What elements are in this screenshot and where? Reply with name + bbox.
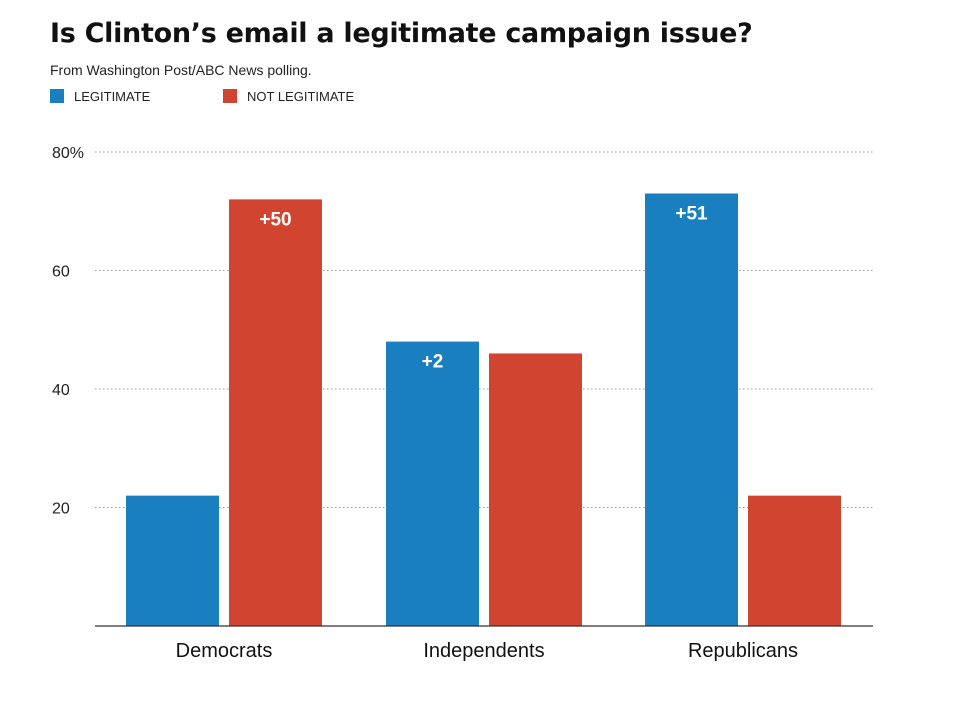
legend-swatch-legitimate — [50, 89, 64, 103]
bar-democrats-not-legitimate — [229, 199, 322, 626]
annotation-independents: +2 — [422, 352, 444, 373]
y-tick-label-20: 20 — [52, 501, 70, 518]
x-tick-label-republicans: Republicans — [688, 640, 798, 662]
legend-label-legitimate: LEGITIMATE — [74, 89, 151, 104]
x-tick-label-democrats: Democrats — [176, 640, 273, 662]
y-tick-label-80: 80% — [52, 145, 84, 162]
bar-republicans-legitimate — [645, 193, 738, 626]
legend-swatch-not-legitimate — [223, 89, 237, 103]
x-tick-label-independents: Independents — [423, 640, 544, 662]
legend-item-legitimate: LEGITIMATE — [50, 89, 150, 105]
legend-label-not-legitimate: NOT LEGITIMATE — [247, 89, 355, 104]
chart-title: Is Clinton’s email a legitimate campaign… — [50, 18, 753, 49]
annotation-republicans: +51 — [675, 203, 708, 224]
bar-independents-legitimate — [386, 341, 479, 626]
annotation-democrats: +50 — [259, 209, 291, 230]
chart-subtitle: From Washington Post/ABC News polling. — [50, 62, 312, 78]
y-tick-label-40: 40 — [52, 382, 70, 399]
y-tick-label-60: 60 — [52, 264, 70, 281]
bar-democrats-legitimate — [126, 495, 219, 626]
legend-item-not-legitimate: NOT LEGITIMATE — [223, 89, 354, 105]
bar-republicans-not-legitimate — [748, 495, 841, 626]
bar-independents-not-legitimate — [489, 353, 582, 626]
